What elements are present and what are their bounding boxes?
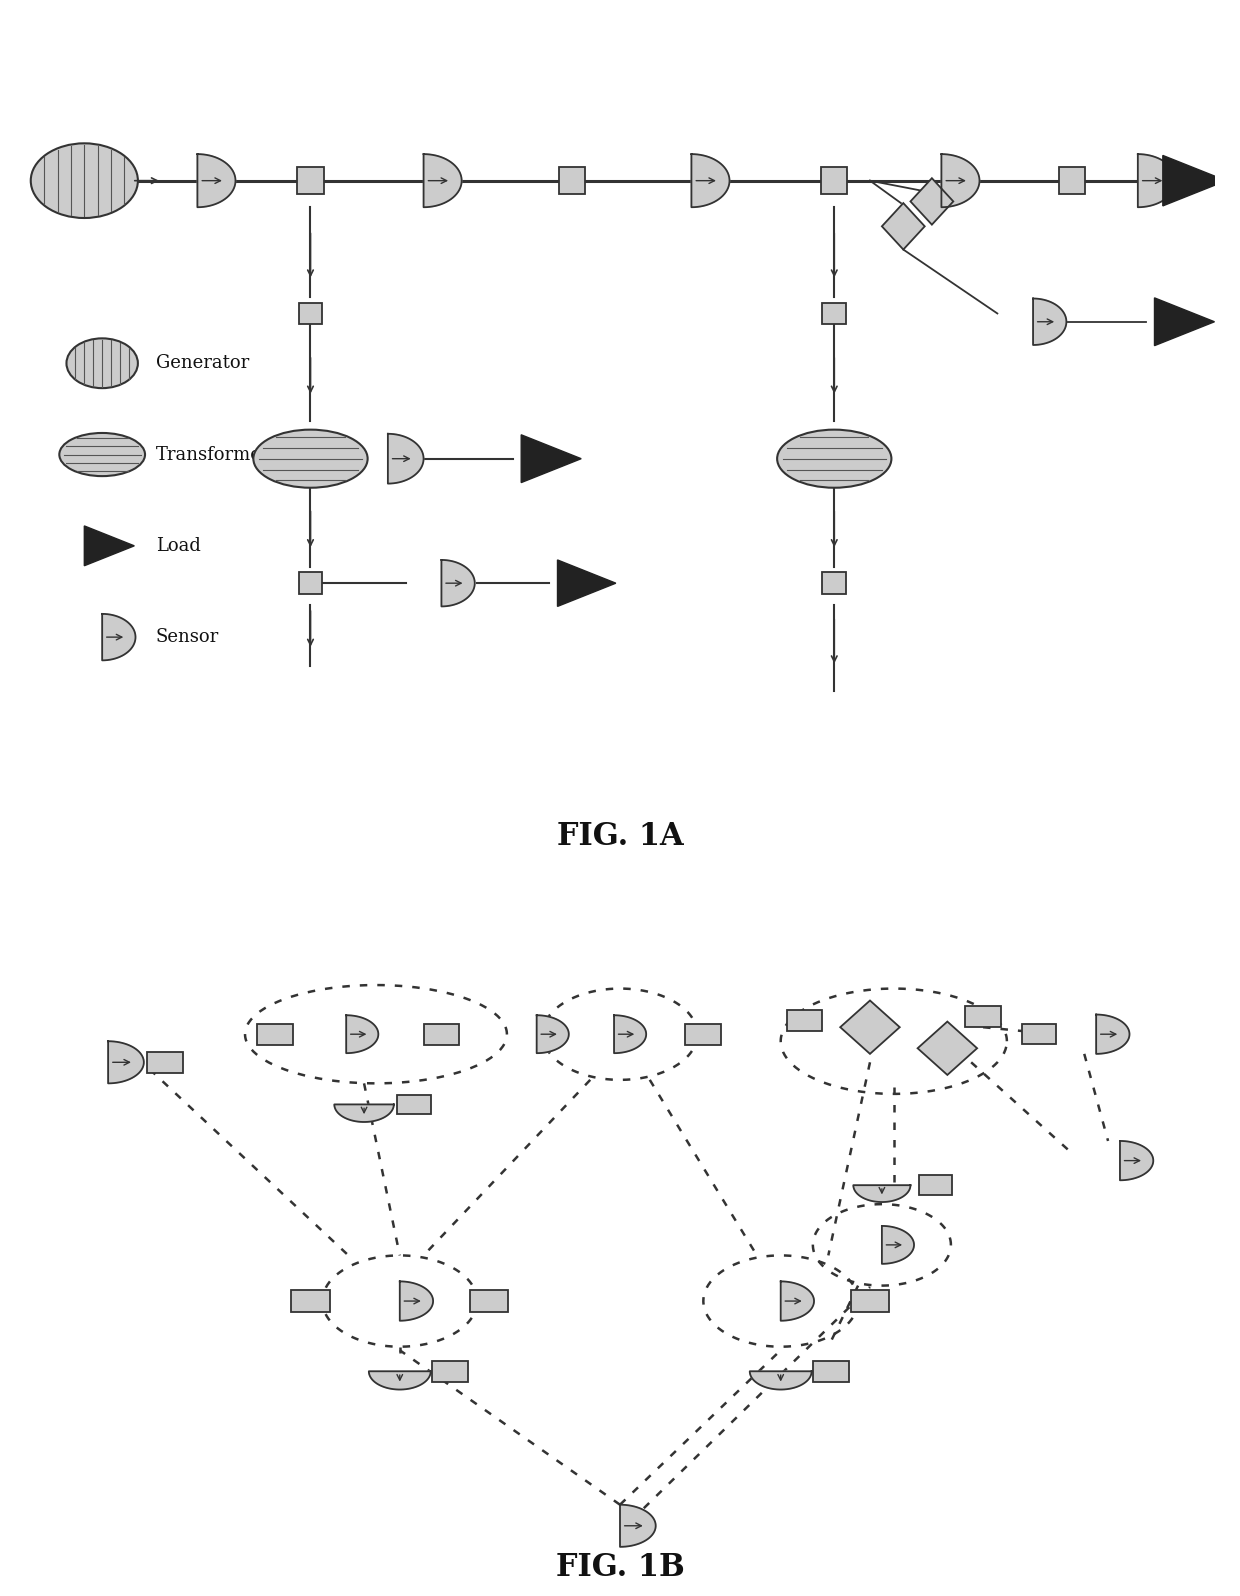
- Bar: [470, 1290, 508, 1312]
- Bar: [822, 303, 846, 324]
- Polygon shape: [941, 155, 980, 207]
- Polygon shape: [388, 434, 424, 484]
- Polygon shape: [1033, 298, 1066, 345]
- Polygon shape: [197, 155, 236, 207]
- Bar: [919, 1175, 952, 1195]
- Bar: [559, 168, 585, 195]
- Text: Load: Load: [156, 536, 201, 555]
- Polygon shape: [1138, 155, 1176, 207]
- Polygon shape: [102, 614, 135, 661]
- Polygon shape: [853, 1186, 910, 1202]
- Polygon shape: [882, 1226, 914, 1264]
- Polygon shape: [620, 1505, 656, 1547]
- Bar: [686, 1023, 722, 1045]
- Polygon shape: [910, 179, 954, 225]
- Polygon shape: [1163, 155, 1226, 206]
- Polygon shape: [918, 1021, 977, 1076]
- Bar: [298, 168, 324, 195]
- Bar: [299, 303, 322, 324]
- Polygon shape: [750, 1371, 812, 1390]
- Polygon shape: [558, 560, 616, 606]
- Bar: [299, 573, 322, 594]
- Text: Generator: Generator: [156, 354, 249, 372]
- Polygon shape: [614, 1015, 646, 1053]
- Polygon shape: [424, 155, 461, 207]
- Ellipse shape: [777, 429, 892, 488]
- Polygon shape: [521, 434, 582, 482]
- Polygon shape: [1096, 1015, 1130, 1053]
- Bar: [813, 1361, 848, 1382]
- Polygon shape: [781, 1282, 813, 1321]
- Polygon shape: [108, 1041, 144, 1084]
- Bar: [148, 1052, 184, 1073]
- Ellipse shape: [60, 433, 145, 476]
- Polygon shape: [346, 1015, 378, 1053]
- Circle shape: [67, 338, 138, 388]
- Bar: [965, 1005, 1001, 1028]
- Polygon shape: [882, 203, 925, 249]
- Bar: [851, 1290, 889, 1312]
- Bar: [1059, 168, 1085, 195]
- Polygon shape: [841, 1001, 900, 1053]
- Polygon shape: [84, 527, 134, 565]
- Text: FIG. 1B: FIG. 1B: [556, 1553, 684, 1583]
- Bar: [1022, 1025, 1055, 1044]
- Polygon shape: [399, 1282, 433, 1321]
- Polygon shape: [537, 1015, 569, 1053]
- Bar: [257, 1023, 293, 1045]
- Bar: [822, 573, 846, 594]
- Bar: [291, 1290, 330, 1312]
- Polygon shape: [1120, 1141, 1153, 1181]
- Text: Transformer: Transformer: [156, 445, 270, 463]
- Polygon shape: [1154, 298, 1214, 346]
- Polygon shape: [692, 155, 729, 207]
- Bar: [432, 1361, 467, 1382]
- Polygon shape: [441, 560, 475, 606]
- Bar: [424, 1023, 459, 1045]
- Circle shape: [31, 144, 138, 219]
- Text: FIG. 1A: FIG. 1A: [557, 820, 683, 852]
- Polygon shape: [368, 1371, 430, 1390]
- Bar: [821, 168, 847, 195]
- Ellipse shape: [253, 429, 367, 488]
- Polygon shape: [335, 1104, 394, 1122]
- Text: Sensor: Sensor: [156, 629, 219, 646]
- Bar: [397, 1095, 430, 1114]
- Bar: [786, 1010, 822, 1031]
